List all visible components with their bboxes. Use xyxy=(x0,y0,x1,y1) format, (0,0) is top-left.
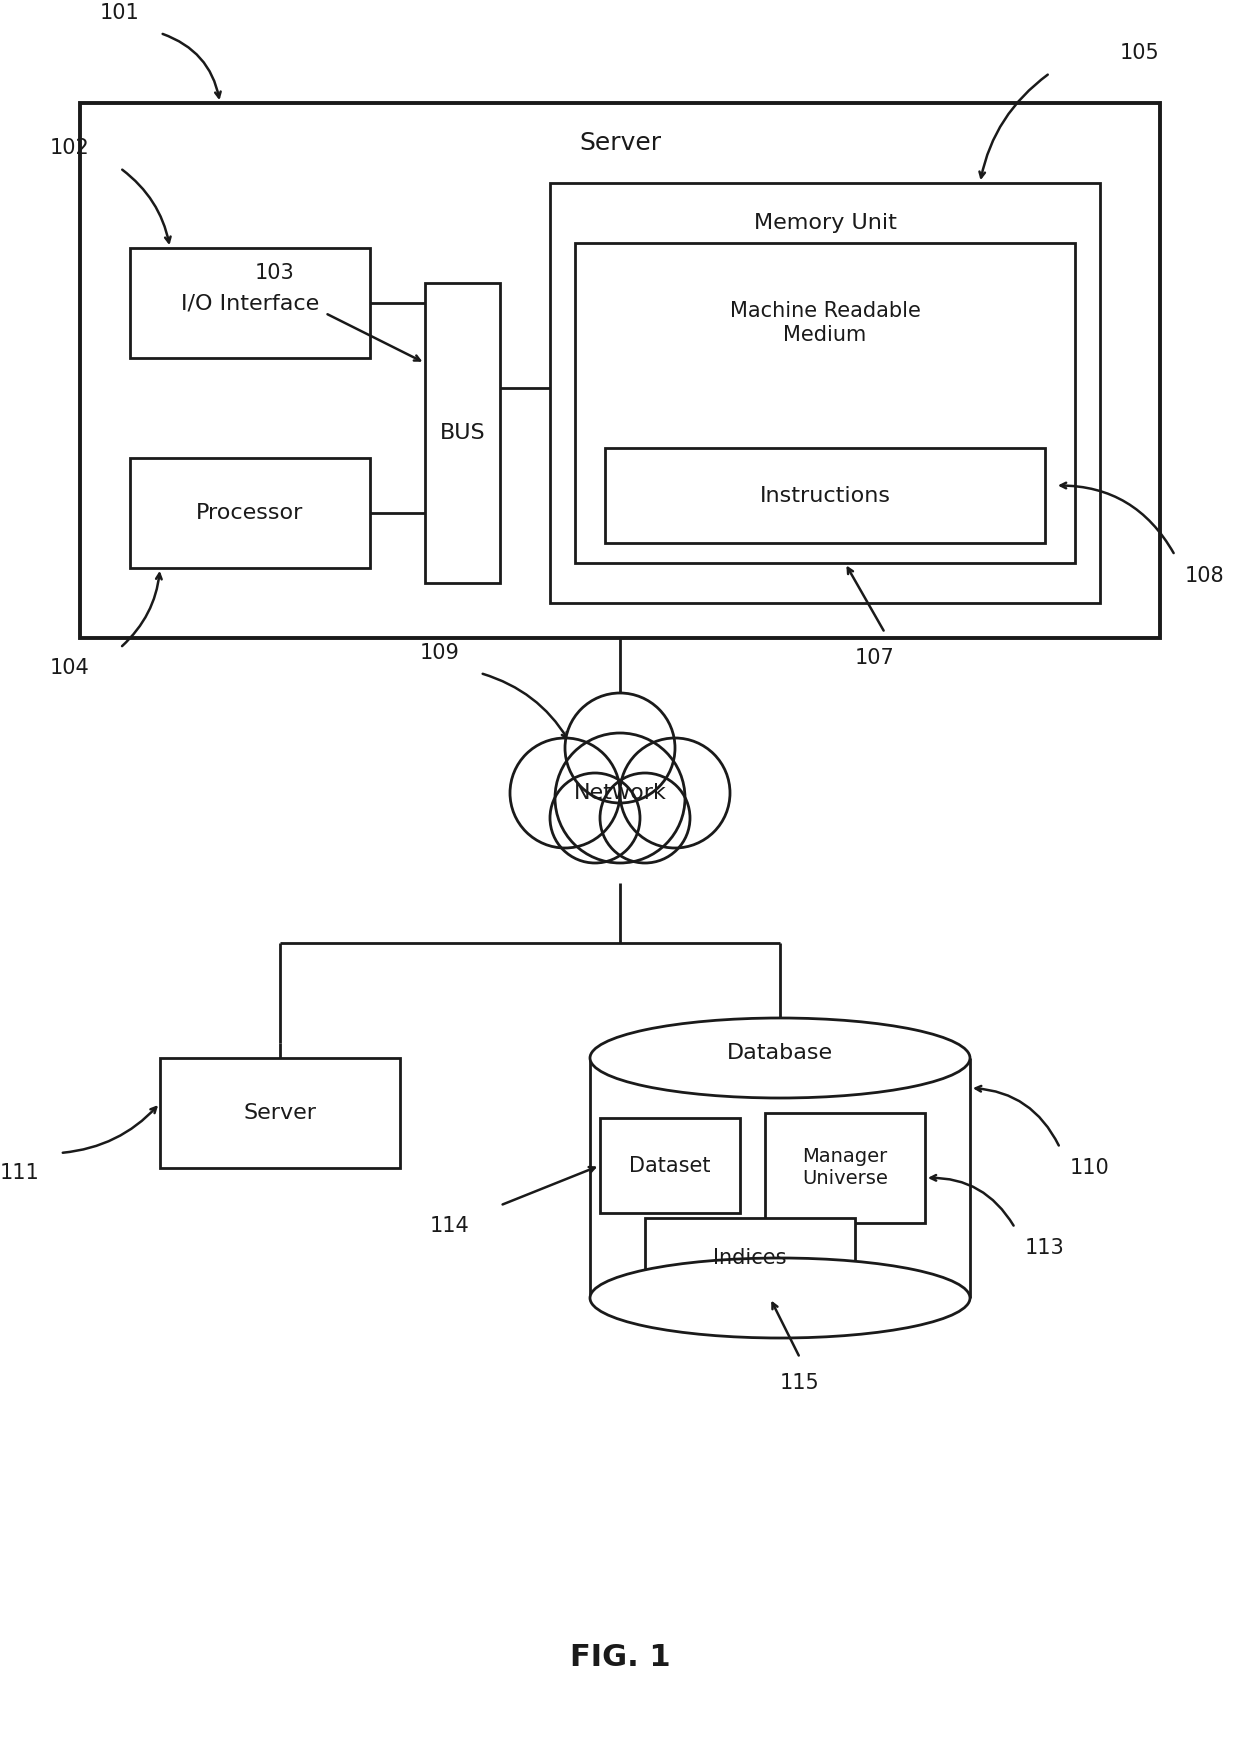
Text: 108: 108 xyxy=(1185,565,1225,586)
Text: Dataset: Dataset xyxy=(629,1156,711,1175)
Text: FIG. 1: FIG. 1 xyxy=(569,1644,671,1672)
Circle shape xyxy=(551,773,640,864)
Text: I/O Interface: I/O Interface xyxy=(181,294,319,313)
Bar xyxy=(590,1058,970,1298)
Text: Database: Database xyxy=(727,1043,833,1064)
Text: 109: 109 xyxy=(420,643,460,662)
Bar xyxy=(575,243,1075,563)
Bar xyxy=(551,182,1100,603)
Text: BUS: BUS xyxy=(440,422,485,443)
Text: Machine Readable
Medium: Machine Readable Medium xyxy=(729,301,920,344)
Text: Manager
Universe: Manager Universe xyxy=(802,1147,888,1189)
Circle shape xyxy=(620,739,730,848)
Text: Server: Server xyxy=(243,1104,316,1123)
Bar xyxy=(130,249,370,358)
Ellipse shape xyxy=(590,1258,970,1338)
Text: 110: 110 xyxy=(1070,1158,1110,1178)
Bar xyxy=(765,1112,925,1224)
Text: Indices: Indices xyxy=(713,1248,786,1269)
Text: Processor: Processor xyxy=(196,502,304,523)
Bar xyxy=(645,1218,856,1298)
Text: Server: Server xyxy=(579,130,661,155)
Text: Network: Network xyxy=(574,784,666,803)
Bar xyxy=(600,1118,740,1213)
Bar xyxy=(160,1058,401,1168)
Text: 105: 105 xyxy=(1120,43,1159,63)
Text: 103: 103 xyxy=(255,262,295,283)
Text: 111: 111 xyxy=(0,1163,40,1184)
Text: Instructions: Instructions xyxy=(759,485,890,506)
Text: 101: 101 xyxy=(100,3,140,23)
Text: 104: 104 xyxy=(50,659,89,678)
Bar xyxy=(605,448,1045,542)
Text: 107: 107 xyxy=(856,648,895,667)
Circle shape xyxy=(510,739,620,848)
Bar xyxy=(81,103,1159,638)
Text: 113: 113 xyxy=(1025,1237,1065,1258)
Text: Memory Unit: Memory Unit xyxy=(754,214,897,233)
Bar xyxy=(425,283,500,582)
Circle shape xyxy=(565,693,675,803)
Text: 114: 114 xyxy=(430,1215,470,1236)
Text: 115: 115 xyxy=(780,1373,820,1392)
Circle shape xyxy=(556,733,684,864)
Ellipse shape xyxy=(590,1018,970,1098)
Text: 102: 102 xyxy=(50,137,89,158)
Circle shape xyxy=(600,773,689,864)
Bar xyxy=(130,459,370,568)
